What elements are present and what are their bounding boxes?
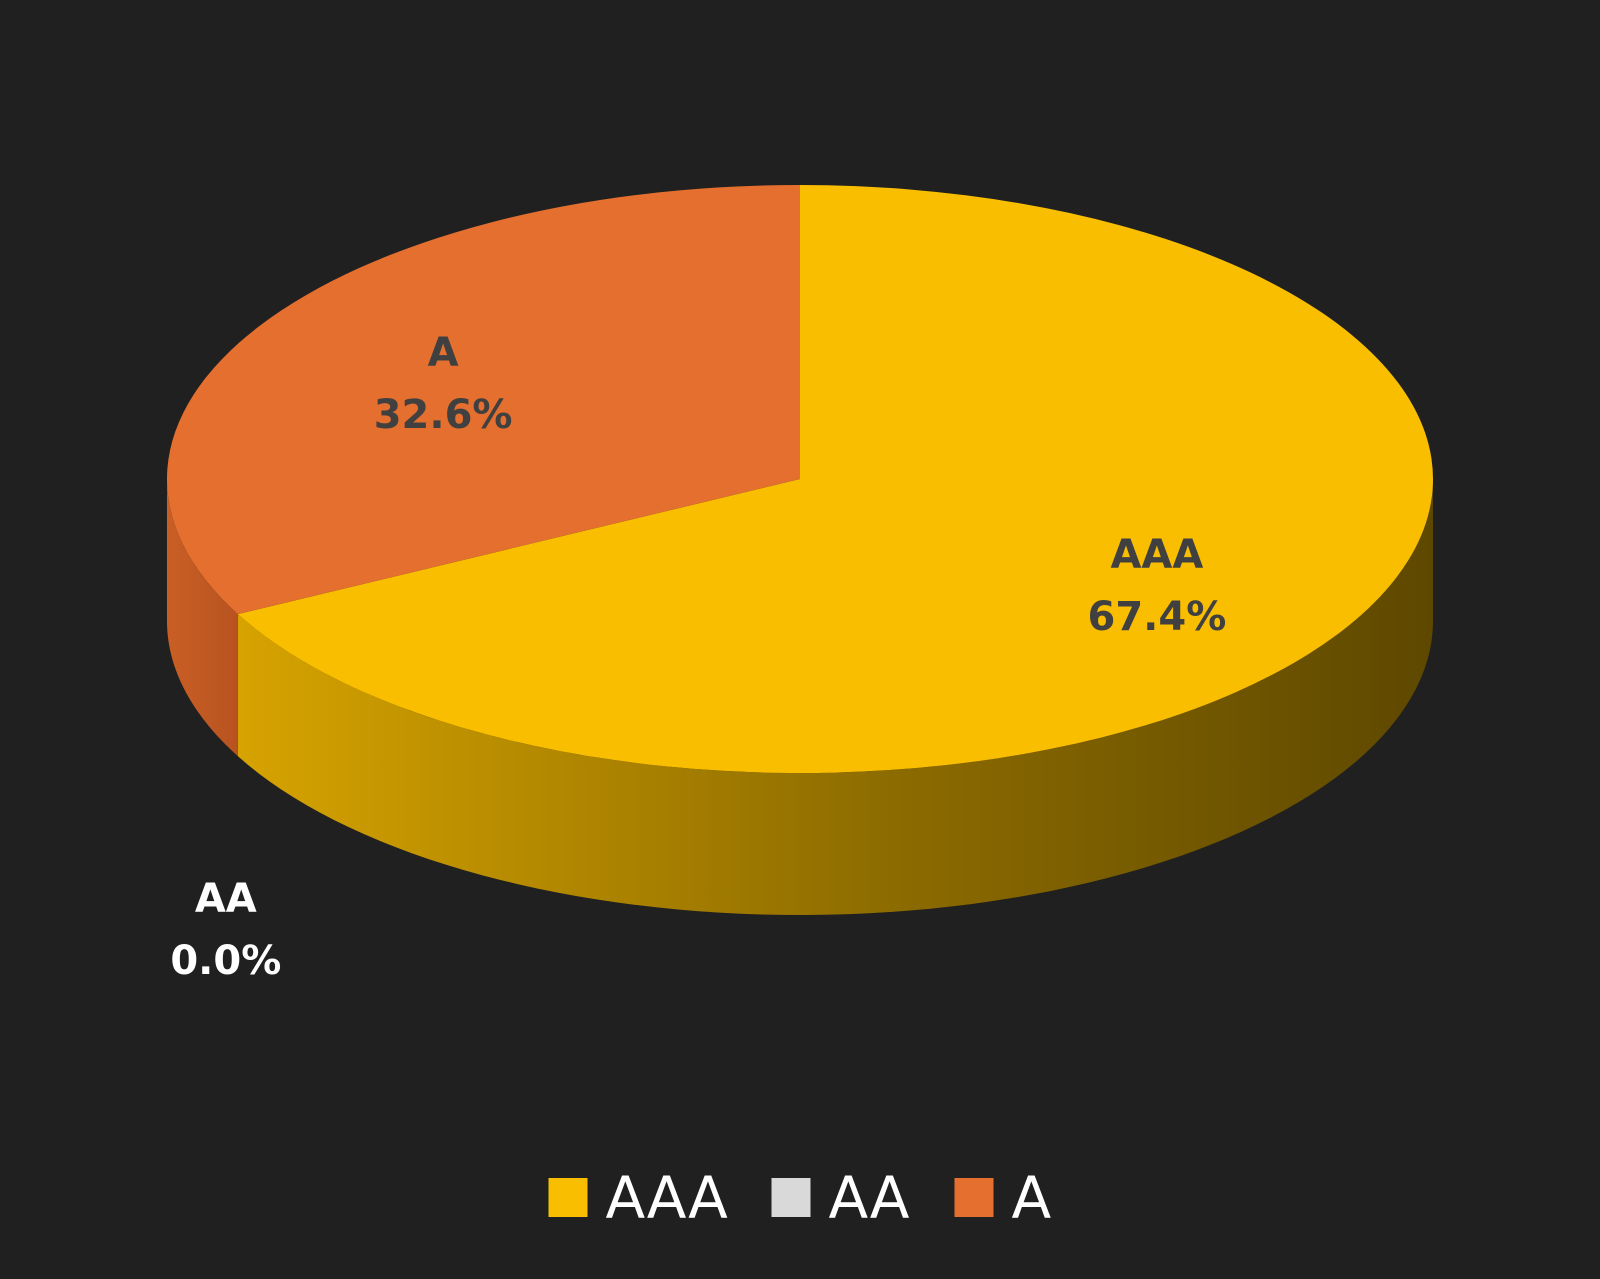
pie-data-labels: AAA 67.4% AA 0.0% A 32.6% bbox=[170, 330, 1226, 984]
legend-label-aa: AA bbox=[829, 1164, 910, 1232]
pie-side-a bbox=[167, 479, 238, 757]
pie-slice-aaa bbox=[237, 185, 1433, 773]
data-label-category-aaa: AAA bbox=[1110, 532, 1203, 578]
legend-label-aaa: AAA bbox=[606, 1164, 729, 1232]
pie-side-aaa bbox=[237, 479, 1433, 915]
legend-swatch-aaa bbox=[548, 1178, 588, 1217]
data-label-value-aa: 0.0% bbox=[170, 938, 281, 984]
legend: AAA AA A bbox=[548, 1164, 1052, 1232]
data-label-value-aaa: 67.4% bbox=[1088, 594, 1227, 640]
pie-side-walls bbox=[167, 479, 1433, 915]
legend-label-a: A bbox=[1012, 1164, 1052, 1232]
pie-top-faces bbox=[166, 185, 1433, 773]
pie-slice-a bbox=[166, 185, 801, 615]
legend-swatch-a bbox=[954, 1178, 994, 1217]
data-label-value-a: 32.6% bbox=[374, 392, 513, 438]
legend-swatch-aa bbox=[771, 1178, 811, 1217]
data-label-category-a: A bbox=[428, 330, 459, 376]
data-label-category-aa: AA bbox=[195, 876, 257, 922]
